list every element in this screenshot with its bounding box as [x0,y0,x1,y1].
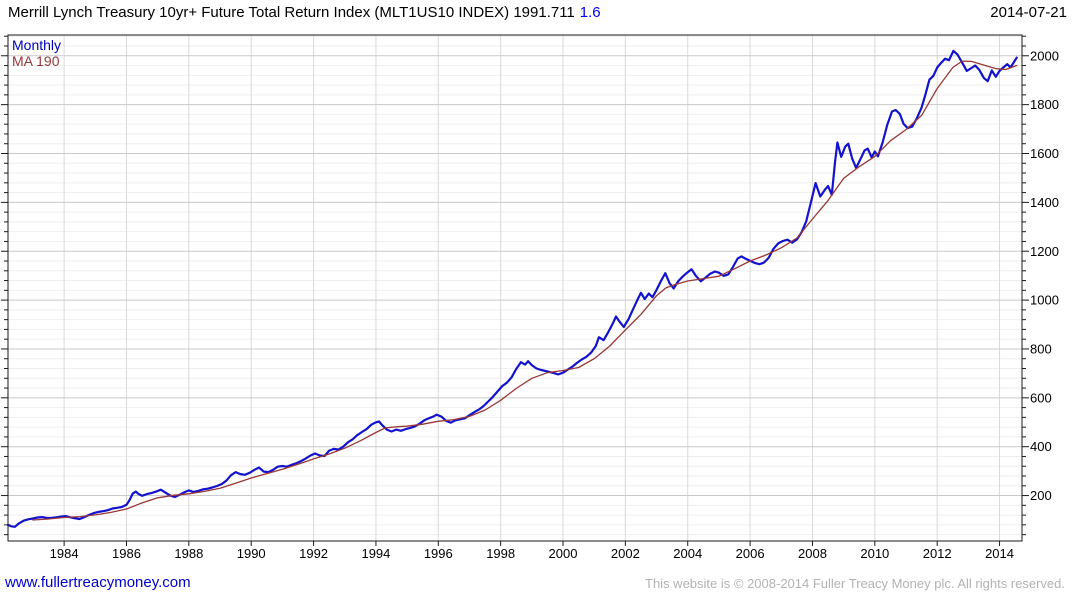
x-axis-label: 1998 [486,546,515,561]
copyright-text: This website is © 2008-2014 Fuller Treac… [645,576,1065,591]
gridlines [8,35,1022,541]
series-lines [6,49,1018,528]
axis-labels: 200 400 600 800 1000 1200 1400 1600 1800 2000 1984… [50,48,1059,561]
chart-date: 2014-07-21 [990,4,1067,21]
y-axis-label: 600 [1030,390,1052,405]
x-axis-label: 1986 [112,546,141,561]
x-axis-label: 1984 [50,546,79,561]
x-axis-label: 2002 [611,546,640,561]
y-axis-label: 400 [1030,439,1052,454]
instrument-title: Merrill Lynch Treasury 10yr+ Future Tota… [8,4,575,21]
x-axis-label: 1992 [299,546,328,561]
x-axis-label: 2010 [860,546,889,561]
x-axis-label: 1996 [424,546,453,561]
website-link[interactable]: www.fullertreacymoney.com [5,574,191,591]
x-axis-label: 2012 [923,546,952,561]
x-axis-label: 1994 [361,546,390,561]
y-axis-label: 1000 [1030,293,1059,308]
x-axis-label: 1990 [237,546,266,561]
y-axis-label: 1200 [1030,244,1059,259]
x-axis-label: 1988 [174,546,203,561]
x-axis-label: 2004 [673,546,702,561]
y-axis-label: 800 [1030,342,1052,357]
y-axis-label: 1800 [1030,97,1059,112]
x-axis-label: 2000 [549,546,578,561]
x-axis-label: 2014 [985,546,1014,561]
axis-ticks [1,35,1029,546]
legend-timeframe: Monthly [12,37,62,53]
x-axis-label: 2008 [798,546,827,561]
chart-title: Merrill Lynch Treasury 10yr+ Future Tota… [8,4,601,21]
legend-ma-label: MA 190 [12,53,60,69]
y-axis-label: 1600 [1030,146,1059,161]
chart-legend: Monthly MA 190 [12,37,61,69]
plot-frame [7,34,1023,542]
y-axis-label: 200 [1030,488,1052,503]
change-value: 1.6 [579,4,601,21]
y-axis-label: 2000 [1030,48,1059,63]
y-axis-label: 1400 [1030,195,1059,210]
price-line [6,49,1018,528]
ma-line [32,60,1018,521]
x-axis-label: 2006 [736,546,765,561]
